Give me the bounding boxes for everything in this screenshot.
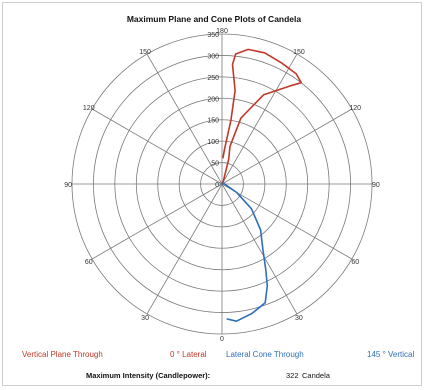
angle-tick-label: 150 [293, 49, 305, 56]
angle-tick-label: 120 [83, 105, 95, 112]
legend-vertical-plane-label: Vertical Plane Through [22, 350, 103, 359]
polar-grid [71, 33, 373, 335]
chart-title: Maximum Plane and Cone Plots of Candela [127, 14, 302, 24]
radial-tick-label: 150 [207, 118, 219, 125]
footer-unit: Candela [302, 371, 330, 380]
grid-spoke [221, 108, 353, 185]
grid-spoke [221, 183, 353, 260]
radial-tick-label: 0 [215, 182, 219, 189]
grid-spoke [91, 183, 223, 260]
grid-spoke [146, 53, 223, 185]
legend-vertical-plane-value: 0 ° Lateral [170, 350, 207, 359]
angle-tick-label: 150 [139, 49, 151, 56]
grid-spoke [146, 183, 223, 315]
series-lateral-cone-line [221, 182, 269, 323]
footer-label: Maximum Intensity (Candlepower): [86, 371, 211, 380]
radial-tick-label: 300 [207, 53, 219, 60]
radial-tick-label: 250 [207, 75, 219, 82]
grid-spoke [221, 53, 298, 185]
angle-tick-label: 120 [349, 105, 361, 112]
legend-lateral-cone-label: Lateral Cone Through [226, 350, 304, 359]
radial-tick-label: 50 [211, 161, 219, 168]
legend-lateral-cone-value: 145 ° Vertical [367, 350, 415, 359]
series-group [221, 48, 303, 323]
angle-tick-label: 30 [295, 315, 303, 322]
grid-spoke [91, 108, 223, 185]
grid-spoke [221, 183, 298, 315]
angle-tick-label: 30 [141, 315, 149, 322]
angle-tick-label: 60 [351, 259, 359, 266]
angle-tick-label: 180 [216, 28, 228, 35]
radial-tick-label: 100 [207, 139, 219, 146]
angle-tick-label: 60 [85, 259, 93, 266]
radial-tick-label: 200 [207, 96, 219, 103]
angle-tick-label: 90 [64, 182, 72, 189]
radial-tick-labels: 0 50 100 150 200 250 300 350 [207, 32, 219, 189]
radial-tick-label: 350 [207, 32, 219, 39]
series-vertical-plane-line [221, 48, 303, 185]
angle-tick-label: 0 [220, 336, 224, 343]
footer-value: 322 [286, 371, 299, 380]
angle-tick-label: 90 [372, 182, 380, 189]
